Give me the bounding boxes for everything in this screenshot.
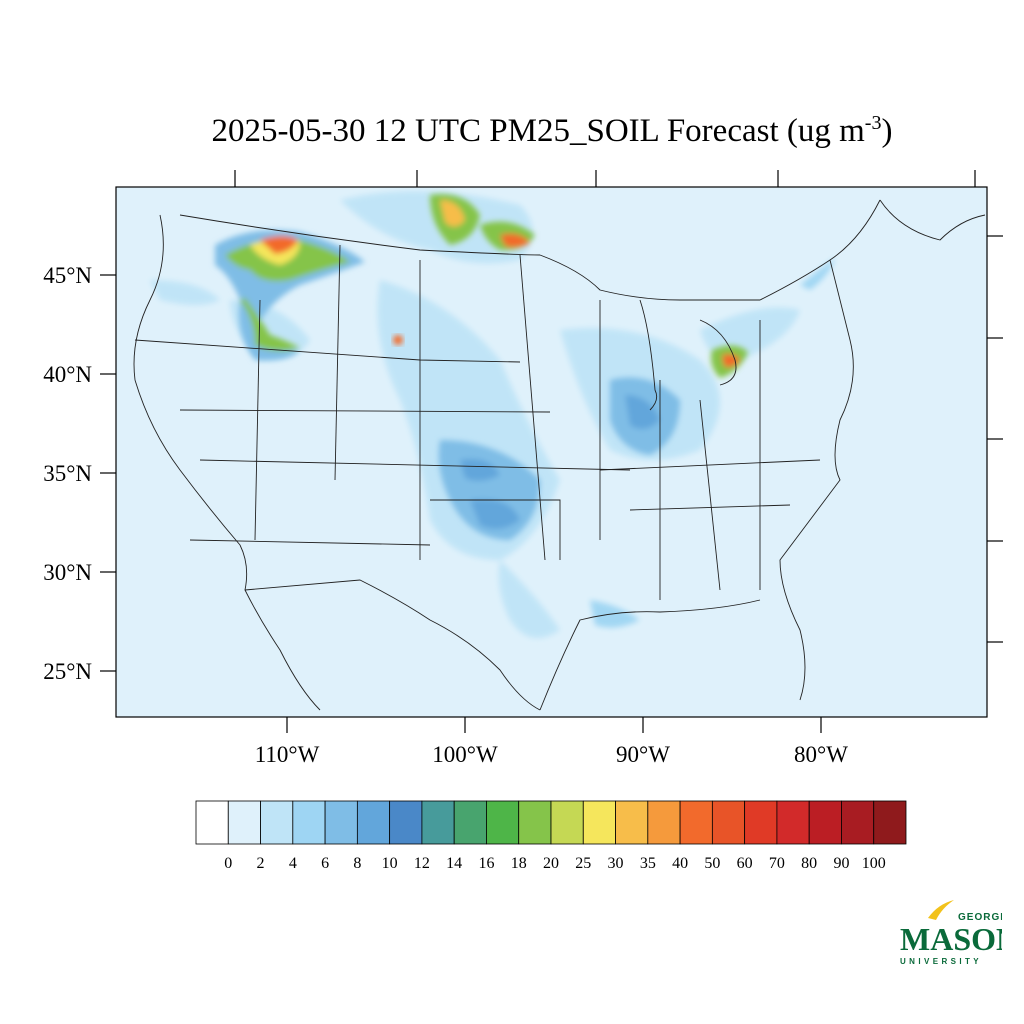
colorbar-swatch	[744, 800, 778, 845]
plot-frame	[115, 186, 988, 718]
lat-label: 40°N	[43, 362, 92, 387]
logo-main: MASON	[900, 921, 1002, 957]
colorbar-label: 0	[224, 855, 232, 872]
colorbar-swatch	[679, 800, 713, 845]
colorbar-label: 4	[289, 855, 297, 872]
lon-label: 100°W	[432, 742, 498, 767]
colorbar-swatch	[324, 800, 358, 845]
colorbar-label: 80	[801, 855, 817, 872]
colorbar-label: 60	[737, 855, 753, 872]
logo-top: GEORGE	[958, 912, 1002, 923]
colorbar-label: 25	[575, 855, 591, 872]
colorbar-label: 12	[414, 855, 430, 872]
lat-label: 35°N	[43, 461, 92, 486]
colorbar-swatch	[647, 800, 681, 845]
colorbar-label: 2	[257, 855, 265, 872]
pm25-field	[150, 191, 835, 638]
colorbar-swatch	[195, 800, 229, 845]
colorbar-swatch	[808, 800, 842, 845]
colorbar: 0 2 4 6 8 10 12 14 16 18 20 25 30 35 40 50 60 70 80 90 100	[195, 800, 907, 872]
boundaries	[133, 199, 986, 711]
colorbar-label: 35	[640, 855, 656, 872]
colorbar-swatch	[292, 800, 326, 845]
colorbar-swatch	[389, 800, 423, 845]
colorbar-swatch	[453, 800, 487, 845]
lat-label: 25°N	[43, 659, 92, 684]
colorbar-label: 10	[382, 855, 398, 872]
colorbar-swatch	[873, 800, 907, 845]
colorbar-label: 18	[511, 855, 527, 872]
colorbar-swatch	[227, 800, 261, 845]
colorbar-label: 70	[769, 855, 785, 872]
colorbar-swatch	[582, 800, 616, 845]
logo-bottom: UNIVERSITY	[900, 957, 982, 966]
lon-label: 110°W	[255, 742, 320, 767]
colorbar-label: 50	[704, 855, 720, 872]
colorbar-swatch	[776, 800, 810, 845]
george-mason-logo: GEORGE MASON UNIVERSITY	[900, 900, 1002, 966]
colorbar-label: 8	[353, 855, 361, 872]
colorbar-swatch	[615, 800, 649, 845]
colorbar-swatch	[260, 800, 294, 845]
colorbar-label: 16	[478, 855, 494, 872]
lat-label: 45°N	[43, 263, 92, 288]
colorbar-swatch	[486, 800, 520, 845]
latitude-labels: 45°N 40°N 35°N 30°N 25°N	[43, 263, 92, 684]
lon-label: 90°W	[616, 742, 670, 767]
longitude-labels: 110°W 100°W 90°W 80°W	[255, 742, 849, 767]
colorbar-label: 90	[833, 855, 849, 872]
colorbar-label: 30	[608, 855, 624, 872]
colorbar-label: 20	[543, 855, 559, 872]
colorbar-swatch	[550, 800, 584, 845]
colorbar-label: 14	[446, 855, 462, 872]
colorbar-label: 100	[862, 855, 886, 872]
chart-title: 2025-05-30 12 UTC PM25_SOIL Forecast (ug…	[211, 112, 893, 149]
colorbar-label: 40	[672, 855, 688, 872]
colorbar-swatch	[841, 800, 875, 845]
colorbar-swatch	[421, 800, 455, 845]
colorbar-swatch	[356, 800, 391, 845]
lon-label: 80°W	[794, 742, 848, 767]
colorbar-label: 6	[321, 855, 329, 872]
colorbar-swatch	[518, 800, 552, 845]
colorbar-swatch	[711, 800, 746, 845]
lat-label: 30°N	[43, 560, 92, 585]
